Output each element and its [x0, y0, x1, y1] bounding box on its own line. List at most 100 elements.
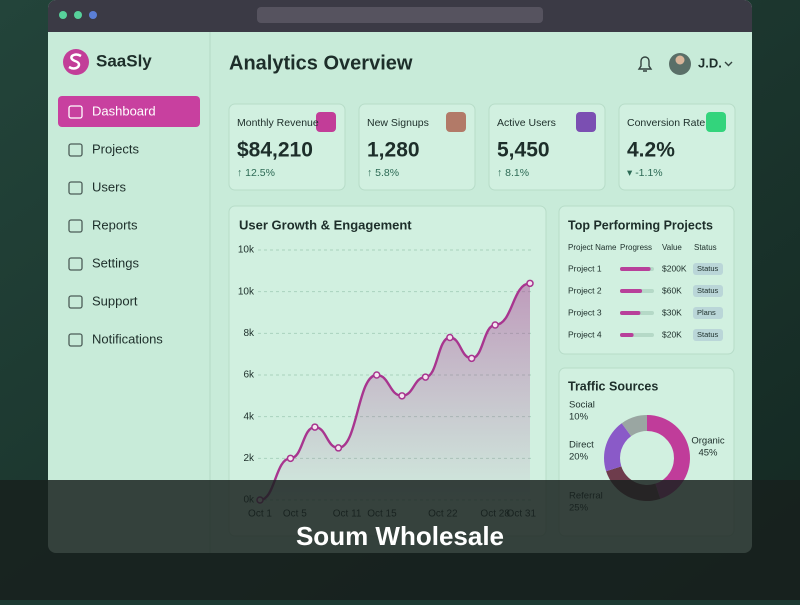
- status-pill: [693, 285, 723, 297]
- column-header: Value: [662, 243, 682, 252]
- slice-label: Direct: [569, 440, 594, 451]
- y-tick-label: 10k: [238, 245, 255, 256]
- y-tick-label: 4k: [243, 411, 255, 422]
- y-tick-label: 6k: [243, 370, 255, 381]
- dynamic-content: Dashboard Projects Users Reports Settings Sup…: [58, 96, 736, 520]
- window-dot[interactable]: [59, 11, 67, 19]
- y-tick-label: 8k: [243, 328, 255, 339]
- project-name: Project 3: [568, 307, 602, 317]
- status: Plans: [697, 308, 716, 317]
- nav-item[interactable]: Notifications: [92, 331, 163, 346]
- progress-bar: [620, 333, 634, 337]
- nav-icon: [68, 181, 83, 195]
- point: [372, 371, 381, 379]
- kpi-value: 5,450: [497, 139, 550, 162]
- progress-bar: [620, 267, 651, 271]
- page-title: Analytics Overview: [229, 52, 413, 74]
- project-value: $30K: [662, 307, 682, 317]
- kpi-icon: [576, 112, 596, 132]
- kpi-change: ↑ 5.8%: [367, 167, 399, 179]
- point: [421, 373, 430, 381]
- bell-icon[interactable]: [637, 56, 653, 72]
- nav-item[interactable]: Projects: [92, 141, 139, 156]
- nav-icon: [68, 105, 83, 119]
- nav-item[interactable]: Dashboard: [92, 103, 156, 118]
- progress-bar: [620, 289, 643, 293]
- projects-title: Top Performing Projects: [568, 218, 713, 232]
- projects-card: [558, 205, 735, 355]
- progress-bar: [620, 311, 641, 315]
- nav-item[interactable]: Support: [92, 293, 138, 308]
- project-value: $60K: [662, 285, 682, 295]
- point: [467, 354, 476, 363]
- avatar-face: [675, 55, 685, 65]
- kpi-value: $84,210: [237, 139, 313, 162]
- kpi-icon: [316, 112, 336, 132]
- window-dot[interactable]: [74, 11, 82, 19]
- y-tick-label: 10k: [238, 286, 255, 297]
- status-pill: [693, 307, 723, 319]
- kpi-label: Active Users: [497, 117, 556, 129]
- chevron[interactable]: [724, 61, 733, 67]
- status: Status: [697, 330, 719, 339]
- slice-label: Organic: [691, 436, 725, 447]
- nav-icon: [68, 295, 83, 309]
- nav-item[interactable]: Reports: [92, 217, 138, 232]
- brand: SaaSly: [96, 51, 152, 70]
- kpi-icon: [446, 112, 466, 132]
- caption: Soum Wholesale: [296, 521, 504, 551]
- point: [311, 423, 319, 431]
- column-header: Progress: [620, 243, 652, 252]
- nav-icon: [68, 333, 83, 347]
- traffic-title: Traffic Sources: [568, 379, 658, 393]
- point: [526, 279, 534, 288]
- nav-item[interactable]: Users: [92, 179, 126, 194]
- point: [446, 333, 454, 342]
- kpi-label: Conversion Rate: [627, 117, 705, 129]
- status-pill: [693, 329, 723, 341]
- kpi-change: ↑ 12.5%: [237, 167, 275, 179]
- point: [491, 321, 499, 329]
- url-bar[interactable]: [257, 7, 543, 23]
- logo-mark: [68, 53, 82, 70]
- kpi-label: Monthly Revenue: [237, 117, 319, 129]
- slice-value: 45%: [698, 448, 718, 459]
- project-value: $20K: [662, 329, 682, 339]
- caption-band: [0, 480, 800, 600]
- nav-item[interactable]: Settings: [92, 255, 139, 270]
- kpi-label: New Signups: [367, 117, 429, 129]
- donut-slice: [647, 415, 690, 499]
- point: [334, 444, 343, 452]
- project-value: $200K: [662, 263, 687, 273]
- chart-title: User Growth & Engagement: [239, 217, 412, 232]
- nav-icon: [68, 257, 83, 271]
- point: [286, 454, 295, 463]
- project-name: Project 1: [568, 263, 602, 273]
- area: [260, 283, 530, 500]
- nav-icon: [68, 143, 83, 157]
- kpi-change: ↑ 8.1%: [497, 167, 529, 179]
- slice-value: 10%: [569, 412, 589, 423]
- kpi-value: 4.2%: [627, 139, 675, 162]
- status: Status: [697, 264, 719, 273]
- user-name[interactable]: J.D.: [698, 55, 722, 70]
- nav-icon: [68, 219, 83, 233]
- kpi-change: ▾ -1.1%: [627, 167, 663, 179]
- y-tick-label: 2k: [243, 453, 255, 464]
- status: Status: [697, 286, 719, 295]
- project-name: Project 4: [568, 329, 602, 339]
- slice-value: 20%: [569, 452, 589, 463]
- slice-label: Social: [569, 400, 595, 411]
- project-name: Project 2: [568, 285, 602, 295]
- window-dot[interactable]: [89, 11, 97, 19]
- kpi-icon: [706, 112, 726, 132]
- point: [398, 392, 406, 400]
- column-header: Status: [694, 243, 717, 252]
- kpi-value: 1,280: [367, 139, 420, 162]
- status-pill: [693, 263, 723, 275]
- column-header: Project Name: [568, 243, 617, 252]
- nav-active: [58, 96, 200, 127]
- donut-slice: [621, 415, 647, 437]
